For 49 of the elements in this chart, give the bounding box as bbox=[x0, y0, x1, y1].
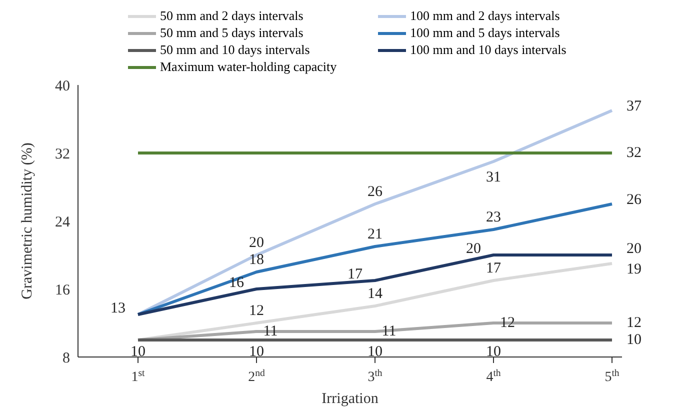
y-tick-label: 40 bbox=[55, 78, 70, 94]
data-label: 31 bbox=[486, 170, 501, 186]
legend-label: 50 mm and 2 days intervals bbox=[160, 8, 304, 24]
data-label: 37 bbox=[626, 98, 642, 114]
line-series bbox=[136, 202, 614, 316]
y-tick-label: 32 bbox=[55, 146, 70, 162]
data-label: 13 bbox=[110, 300, 126, 316]
data-label: 23 bbox=[486, 210, 501, 226]
data-label: 18 bbox=[249, 252, 264, 268]
data-label: 12 bbox=[500, 315, 515, 331]
data-label: 26 bbox=[368, 184, 383, 200]
y-tick-label: 16 bbox=[55, 282, 70, 298]
data-label: 10 bbox=[249, 344, 264, 360]
line-series bbox=[136, 254, 614, 316]
x-tick-label: 5$^{th}$ bbox=[604, 368, 620, 385]
line-series bbox=[136, 109, 614, 316]
legend-label: 100 mm and 2 days intervals bbox=[410, 8, 560, 24]
legend-label: 50 mm and 10 days intervals bbox=[160, 42, 310, 58]
data-label: 11 bbox=[263, 324, 278, 340]
x-tick-label: 4$^{th}$ bbox=[486, 368, 501, 385]
data-label: 21 bbox=[368, 226, 382, 242]
data-label: 12 bbox=[626, 315, 642, 331]
y-tick-label: 24 bbox=[55, 214, 70, 230]
data-label: 17 bbox=[348, 266, 363, 282]
data-label: 19 bbox=[626, 262, 642, 278]
x-axis-title: Irrigation bbox=[322, 391, 379, 407]
data-label: 14 bbox=[368, 286, 383, 302]
x-tick-label: 1$^{st}$ bbox=[131, 368, 146, 385]
y-axis-title: Gravimetric humidity (%) bbox=[19, 142, 36, 300]
legend-label: Maximum water-holding capacity bbox=[160, 59, 337, 75]
legend-label: 50 mm and 5 days intervals bbox=[160, 25, 304, 41]
data-label: 32 bbox=[626, 145, 642, 161]
legend-label: 100 mm and 5 days intervals bbox=[410, 25, 560, 41]
data-label: 20 bbox=[626, 241, 642, 257]
data-label: 10 bbox=[626, 332, 642, 348]
legend-label: 100 mm and 10 days intervals bbox=[410, 42, 566, 58]
data-label: 10 bbox=[368, 344, 382, 360]
y-tick-label: 8 bbox=[62, 350, 70, 366]
data-label: 10 bbox=[486, 344, 501, 360]
x-tick-label: 3$^{th}$ bbox=[368, 368, 382, 385]
data-label: 26 bbox=[626, 192, 642, 208]
data-label: 10 bbox=[130, 344, 146, 360]
data-label: 11 bbox=[382, 324, 396, 340]
x-tick-label: 2$^{nd}$ bbox=[248, 368, 265, 385]
data-label: 20 bbox=[249, 235, 264, 251]
data-label: 12 bbox=[249, 303, 264, 319]
data-label: 20 bbox=[466, 241, 481, 257]
data-label: 16 bbox=[229, 275, 244, 291]
data-label: 17 bbox=[486, 260, 502, 276]
